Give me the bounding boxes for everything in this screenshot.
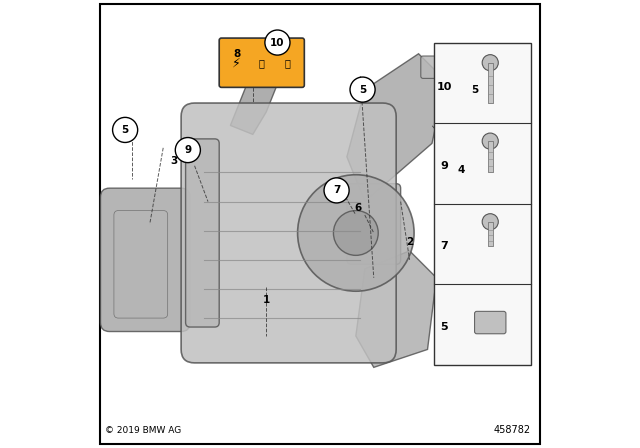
Text: 8: 8 xyxy=(234,49,241,59)
Circle shape xyxy=(482,55,499,71)
Text: 6: 6 xyxy=(355,203,362,213)
FancyBboxPatch shape xyxy=(347,184,401,264)
Text: 4: 4 xyxy=(458,165,465,175)
Circle shape xyxy=(333,211,378,255)
Polygon shape xyxy=(356,251,436,367)
Text: 5: 5 xyxy=(471,85,478,95)
FancyBboxPatch shape xyxy=(114,211,168,318)
Bar xyxy=(488,222,493,246)
Text: 1: 1 xyxy=(262,295,270,305)
Circle shape xyxy=(482,214,499,230)
FancyBboxPatch shape xyxy=(421,56,452,78)
Text: 10: 10 xyxy=(436,82,452,92)
Text: 3: 3 xyxy=(171,156,178,166)
FancyBboxPatch shape xyxy=(186,139,219,327)
FancyBboxPatch shape xyxy=(220,38,305,87)
Polygon shape xyxy=(230,54,284,134)
FancyBboxPatch shape xyxy=(181,103,396,363)
Circle shape xyxy=(324,178,349,203)
FancyBboxPatch shape xyxy=(100,188,190,332)
Text: ⚡: ⚡ xyxy=(232,56,241,69)
Text: © 2019 BMW AG: © 2019 BMW AG xyxy=(105,426,181,435)
Text: 458782: 458782 xyxy=(493,425,531,435)
Text: 7: 7 xyxy=(333,185,340,195)
Text: 7: 7 xyxy=(440,241,448,251)
Circle shape xyxy=(350,77,375,102)
Bar xyxy=(435,43,531,365)
Text: 5: 5 xyxy=(440,322,448,332)
Bar xyxy=(488,63,493,103)
Circle shape xyxy=(298,175,414,291)
Text: 10: 10 xyxy=(270,38,285,47)
Bar xyxy=(488,141,493,172)
Circle shape xyxy=(175,138,200,163)
Text: 2: 2 xyxy=(406,237,413,247)
Text: 🧤: 🧤 xyxy=(285,58,291,68)
Circle shape xyxy=(482,133,499,149)
Text: 📖: 📖 xyxy=(259,58,265,68)
Text: 5: 5 xyxy=(122,125,129,135)
Text: 9: 9 xyxy=(440,161,448,171)
Circle shape xyxy=(265,30,290,55)
Polygon shape xyxy=(347,54,445,202)
Text: 5: 5 xyxy=(359,85,366,95)
FancyBboxPatch shape xyxy=(475,311,506,334)
Circle shape xyxy=(113,117,138,142)
Text: 9: 9 xyxy=(184,145,191,155)
